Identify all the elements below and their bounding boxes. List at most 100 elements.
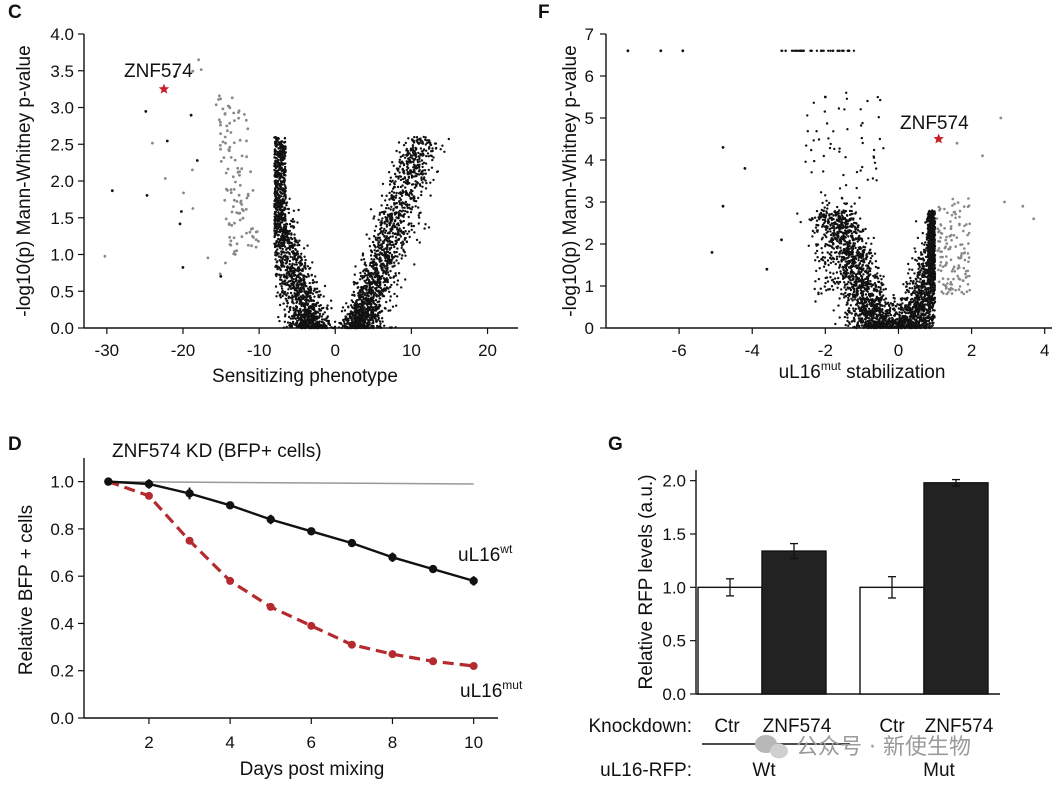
c-point [284,147,287,151]
c-point [399,214,403,217]
c-point [283,258,287,262]
c-point [295,289,298,292]
c-point [408,203,411,207]
f-outlier-point [721,204,725,208]
c-point [393,264,396,267]
c-point [362,309,365,312]
c-point [312,322,315,325]
c-point [388,290,391,293]
c-point [372,243,376,247]
f-sig-point [965,290,969,294]
c-point [287,310,291,314]
c-point [395,205,399,209]
c-y-tick-label: 0.5 [50,282,74,301]
f-sig-point [945,262,948,265]
c-outlier-point [197,58,201,62]
c-point [303,265,306,268]
c-point [284,195,287,199]
c-point [283,155,286,159]
f-point [866,303,869,306]
c-point [354,265,357,268]
c-point [279,183,282,186]
c-point [408,159,412,162]
c-point [387,287,390,290]
c-point [385,300,388,304]
c-point [410,161,413,164]
c-sig-point [234,180,237,184]
c-point [424,136,427,139]
c-point [278,213,281,216]
c-point [408,161,411,164]
c-point [293,316,296,320]
c-point [366,292,369,296]
c-point [304,308,307,311]
f-sig-point [960,254,963,257]
f-sig-point [962,205,966,208]
f-outlier-point [1032,217,1036,221]
c-point [384,257,387,260]
c-point [366,308,370,312]
c-sig-point [240,167,244,171]
c-point [283,315,287,318]
f-point [863,248,866,252]
c-sig-point [225,124,229,128]
c-point [421,162,424,166]
c-outlier-point [189,113,193,117]
c-point [309,285,312,289]
f-sig-point [939,236,942,239]
c-outlier-point [195,159,199,162]
c-point [377,274,381,278]
c-point [330,307,333,310]
f-sig-point [937,205,941,209]
c-point [378,320,382,323]
c-point [377,316,380,320]
c-point [373,263,376,267]
c-point [419,137,422,140]
f-sig-point [960,243,964,246]
f-point [854,246,857,250]
c-point [439,148,442,151]
c-point [391,232,395,235]
c-point [396,232,399,236]
f-point [864,293,868,296]
c-point [277,137,280,140]
c-point [279,246,282,249]
c-point [355,308,358,312]
c-point [294,253,298,257]
c-point [425,154,428,158]
c-point [288,272,291,276]
f-sig-point [945,235,948,239]
c-point [314,291,318,294]
c-point [427,226,431,229]
c-sig-point [244,207,248,211]
c-point [381,217,384,220]
c-point [391,179,394,182]
c-point [300,324,303,328]
c-x-ticks: -30 -20 -10 0 10 20 [95,328,497,360]
c-point [435,170,439,174]
c-y-ticks: 0.00.51.01.52.02.53.03.54.0 [50,25,84,338]
c-point [273,192,276,195]
c-point [285,272,288,275]
c-point [275,245,278,248]
c-point [305,296,308,299]
f-point [838,297,841,300]
c-point [298,296,301,299]
f-point [921,302,924,306]
f-point [860,277,864,280]
c-point [276,219,279,222]
f-sig-point [949,220,952,223]
c-point [385,223,388,226]
c-point [311,324,314,328]
f-sig-point [937,280,941,284]
c-point [401,240,404,243]
c-point [287,207,290,211]
f-point [830,240,834,244]
f-point [911,268,914,271]
c-point [275,295,278,298]
f-point [880,278,883,281]
c-point [283,168,287,172]
c-point [289,255,292,258]
f-point [898,311,901,314]
c-point [381,233,385,236]
